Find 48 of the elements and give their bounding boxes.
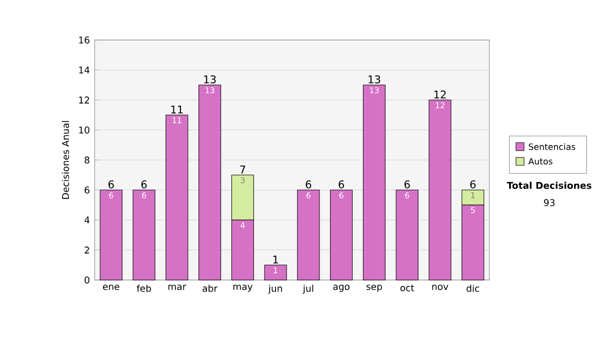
x-tick-label: may: [233, 284, 253, 292]
bar: [166, 114, 188, 280]
bar: [132, 190, 156, 280]
bar: [264, 264, 287, 280]
legend-label: Autos: [528, 158, 552, 165]
total-label: 13: [368, 75, 380, 84]
total-label: 1: [273, 256, 278, 264]
x-tick-label: nov: [432, 284, 448, 290]
y-tick-label: 12: [79, 96, 90, 104]
x-tick-label: abr: [202, 284, 218, 292]
total-label: 11: [171, 106, 183, 114]
x-tick-label: jul: [302, 284, 314, 294]
y-tick-label: 4: [84, 216, 90, 224]
y-tick-label: 10: [79, 126, 90, 134]
y-tick-label: 6: [84, 186, 90, 194]
x-tick-label: mar: [168, 284, 186, 290]
total-label: 6: [141, 180, 147, 188]
x-tick-label: oct: [400, 284, 414, 292]
total-label: 6: [108, 180, 114, 188]
total-label: 7: [240, 166, 246, 174]
x-tick-label: sep: [366, 284, 382, 292]
bar: [396, 190, 418, 280]
total-label: 6: [338, 180, 344, 188]
bar: [100, 190, 122, 280]
bar: [330, 190, 353, 280]
total-label: 13: [204, 75, 216, 84]
y-tick-label: 2: [84, 246, 90, 254]
x-tick-label: ago: [333, 284, 350, 292]
legend-label: Sentencias: [528, 143, 576, 150]
y-tick-label: 14: [79, 66, 90, 74]
y-tick-label: 8: [84, 156, 90, 164]
total-label: 6: [404, 180, 410, 188]
x-tick-label: jun: [268, 284, 282, 294]
y-tick-label: 16: [79, 36, 90, 44]
bar: [362, 84, 386, 280]
text: 93: [544, 199, 555, 206]
x-tick-label: dic: [466, 284, 480, 292]
bar: [297, 190, 320, 280]
total-label: 12: [434, 90, 446, 98]
y-axis-title: Decisiones Anual: [62, 121, 70, 199]
text: Total Decisiones: [506, 182, 592, 189]
y-tick-label: 0: [84, 276, 90, 284]
bar: [198, 84, 222, 280]
x-tick-label: feb: [136, 284, 151, 292]
total-label: 6: [306, 180, 312, 188]
x-tick-label: ene: [102, 284, 120, 290]
total-label: 6: [470, 180, 476, 188]
bar: [428, 100, 452, 280]
